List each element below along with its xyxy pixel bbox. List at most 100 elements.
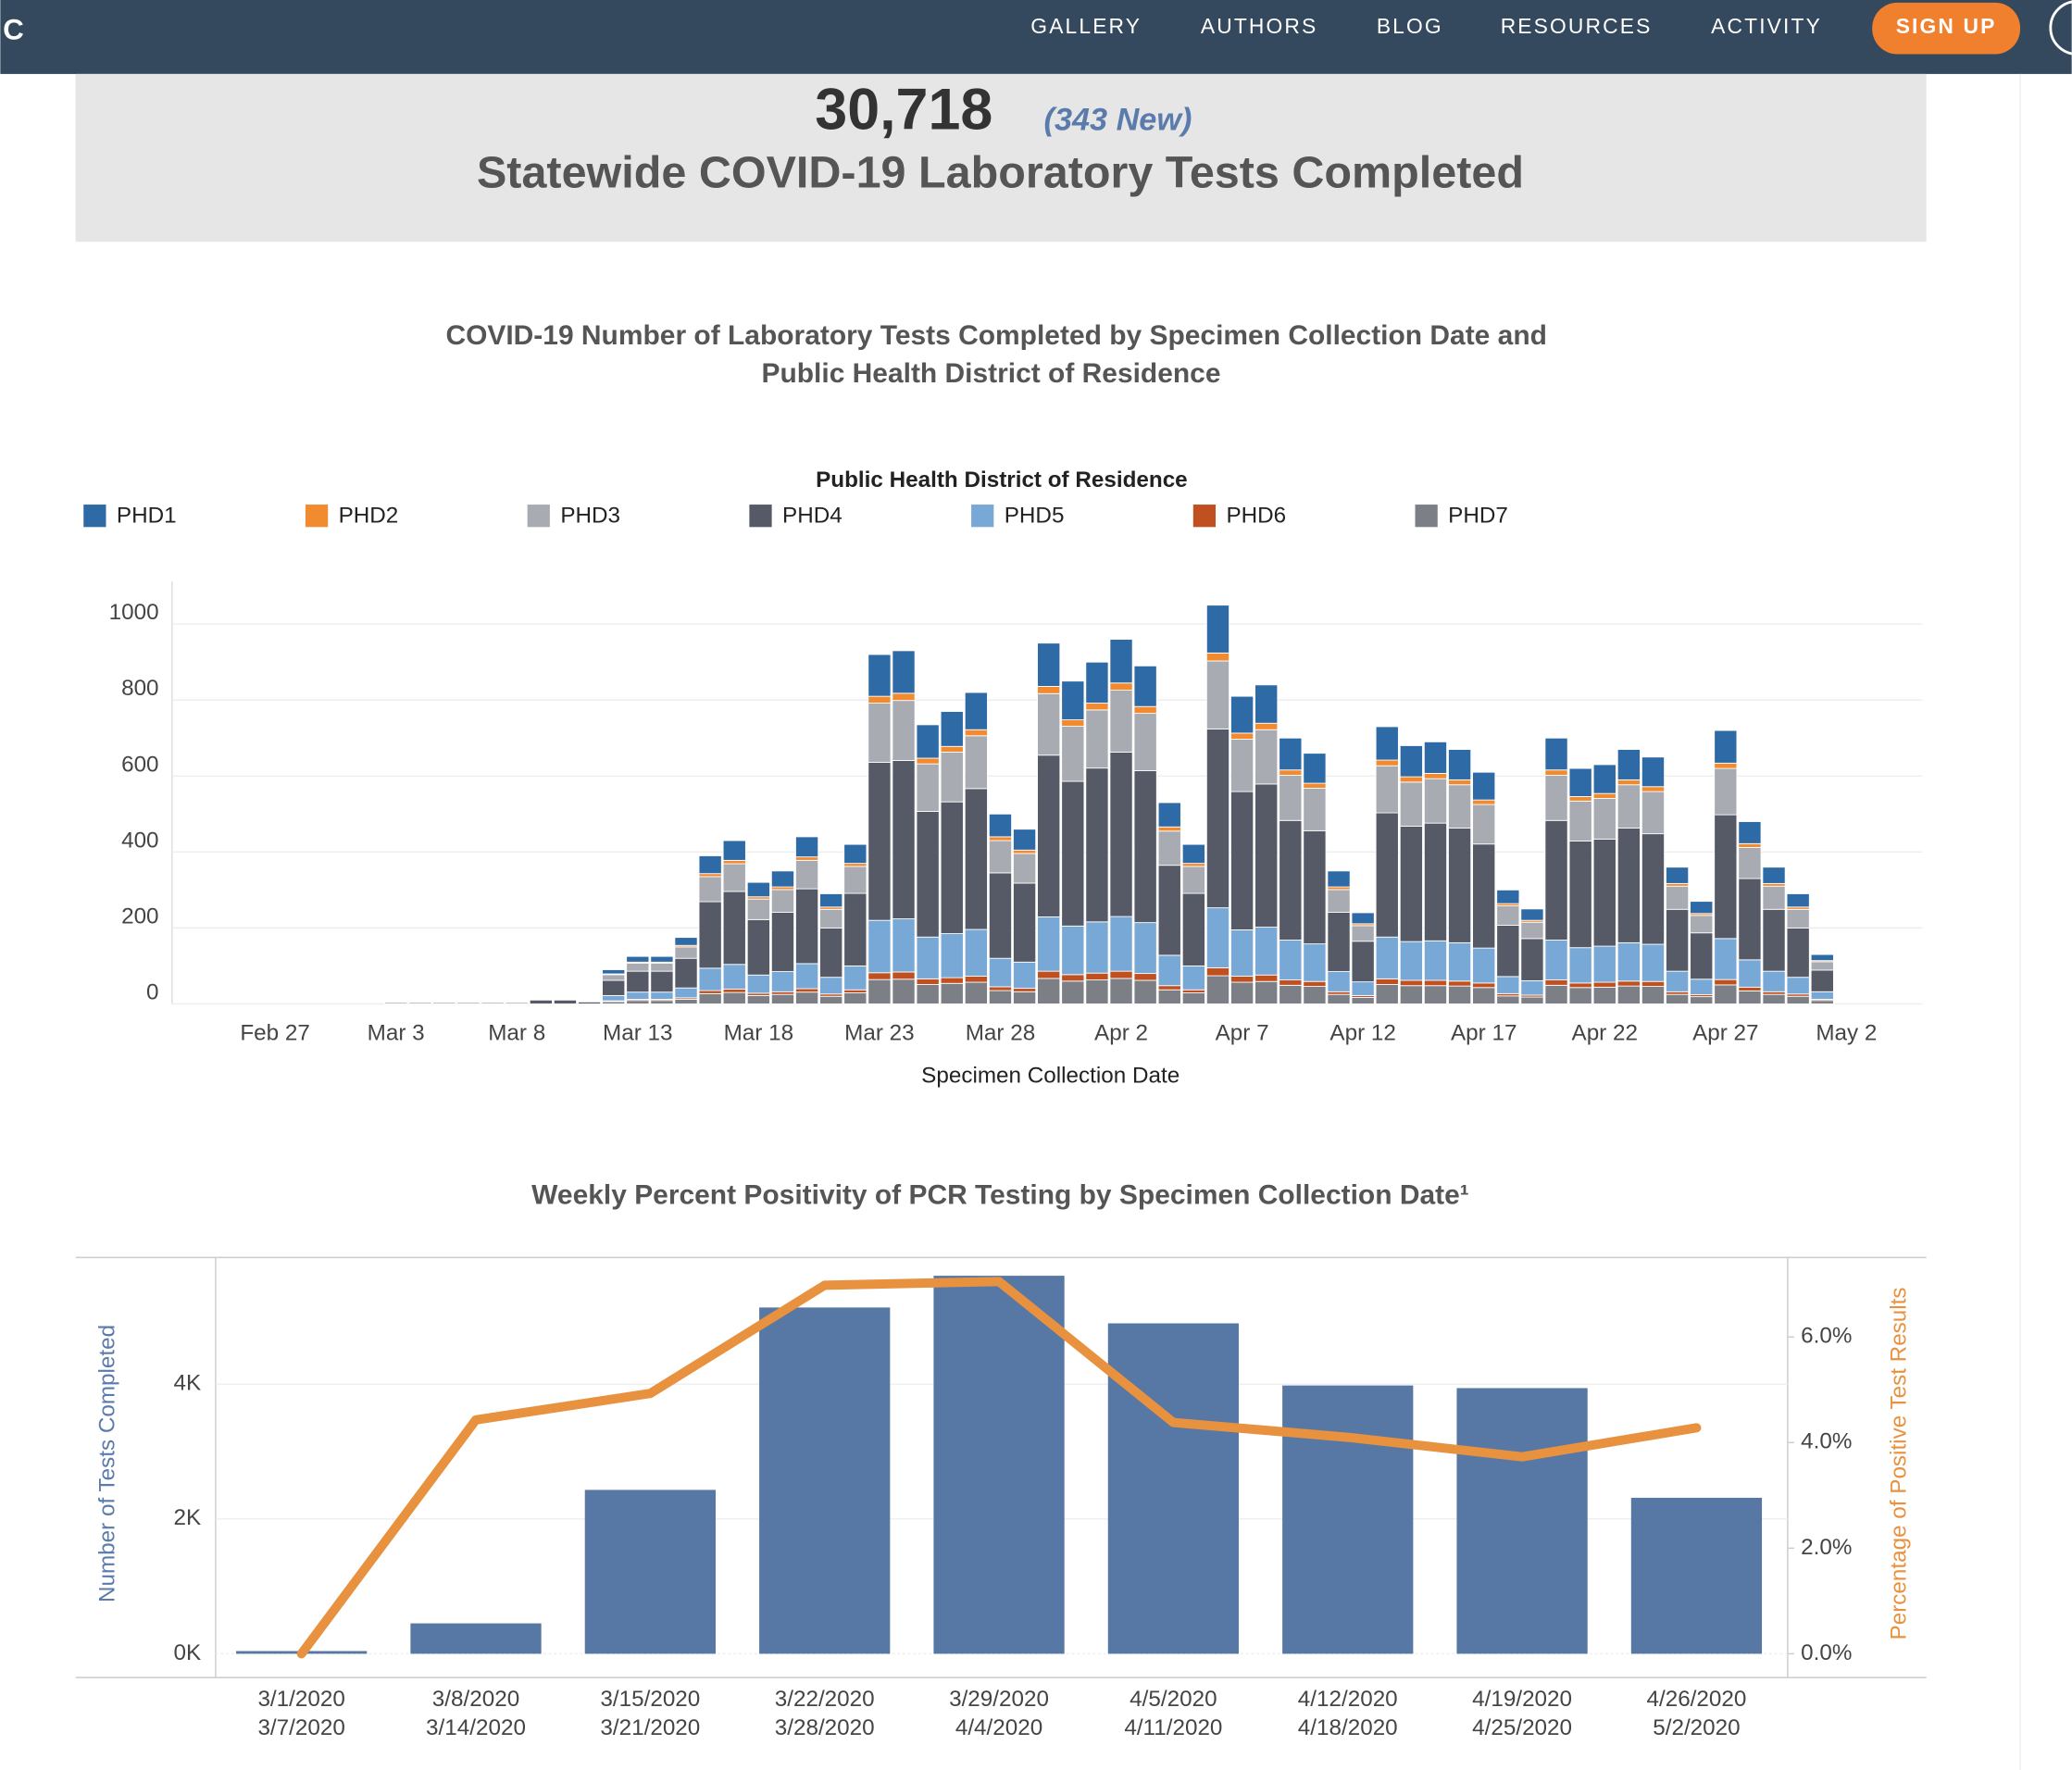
bar-segment <box>1037 970 1061 979</box>
bar-segment <box>1762 885 1786 910</box>
bar-segment <box>1327 971 1351 992</box>
bar-segment <box>746 974 770 994</box>
bar <box>933 1276 1065 1654</box>
logo[interactable]: C <box>3 14 24 46</box>
nav-link[interactable]: BLOG <box>1377 14 1443 38</box>
bar-segment <box>916 984 940 1004</box>
nav-link[interactable]: AUTHORS <box>1201 14 1318 38</box>
nav-link[interactable]: GALLERY <box>1030 14 1142 38</box>
bar-segment <box>1666 885 1690 910</box>
bar-segment <box>722 964 746 990</box>
bar-segment <box>1157 985 1181 991</box>
bar-segment <box>1496 995 1520 1004</box>
signup-label[interactable]: SIGN UP <box>1896 14 1997 38</box>
bar-segment <box>1690 901 1714 915</box>
legend-title: Public Health District of Residence <box>816 467 1188 492</box>
y-axis-title: Number of Tests Completed <box>95 1325 120 1602</box>
bar-segment <box>916 724 940 759</box>
bar-segment <box>1690 932 1714 980</box>
bar-segment <box>1399 941 1423 981</box>
bar-segment <box>940 801 964 934</box>
bar-segment <box>819 908 843 929</box>
bar-segment <box>988 957 1013 988</box>
bar-segment <box>1279 775 1303 821</box>
bar-segment <box>1085 661 1109 704</box>
bar-segment <box>529 999 553 1004</box>
bar-segment <box>1423 778 1448 824</box>
bar-segment <box>916 763 940 812</box>
bar-segment <box>964 929 988 977</box>
bar-segment <box>1013 988 1037 992</box>
bar-segment <box>1786 977 1810 995</box>
bar-segment <box>964 981 988 1004</box>
bar-segment <box>1616 784 1641 829</box>
x-tick-label: 3/21/2020 <box>600 1715 700 1740</box>
bar-segment <box>1351 997 1375 1004</box>
bar-segment <box>1666 882 1690 887</box>
bar-segment <box>819 893 843 908</box>
legend-swatch <box>83 505 106 528</box>
bar-segment <box>698 990 722 994</box>
banner-new: (343 New) <box>1044 102 1192 137</box>
bar-segment <box>1061 780 1085 927</box>
bar-segment <box>698 873 722 878</box>
bar-segment <box>770 991 795 995</box>
bar-segment <box>1714 762 1738 769</box>
bar <box>1282 1385 1414 1654</box>
legend-swatch <box>527 505 550 528</box>
bar-segment <box>770 889 795 913</box>
bar-segment <box>1520 908 1544 921</box>
x-tick-label: Mar 3 <box>368 1021 425 1046</box>
bar-segment <box>964 692 988 730</box>
bar-segment <box>843 843 867 865</box>
bar-segment <box>650 1000 674 1004</box>
bar-segment <box>626 955 650 963</box>
bar-segment <box>1181 892 1205 966</box>
bar-segment <box>1399 979 1423 987</box>
nav-link[interactable]: ACTIVITY <box>1711 14 1822 38</box>
x-tick-label: Mar 13 <box>603 1021 672 1046</box>
bar-segment <box>1544 940 1568 981</box>
x-tick-label: Mar 28 <box>966 1021 1035 1046</box>
bar-segment <box>1327 889 1351 913</box>
bar-segment <box>698 992 722 1004</box>
bar-segment <box>1641 986 1666 1004</box>
bar-segment <box>916 936 940 979</box>
nav-link[interactable]: RESOURCES <box>1501 14 1653 38</box>
bar-segment <box>1423 741 1448 774</box>
search-icon[interactable] <box>2049 0 2072 56</box>
bar-segment <box>988 986 1013 991</box>
bar-segment <box>964 976 988 983</box>
signup-button[interactable] <box>1872 2 2021 55</box>
bar-segment <box>1448 749 1472 780</box>
bar-segment <box>892 971 916 980</box>
bar-segment <box>1351 941 1375 983</box>
bar-segment <box>1423 772 1448 779</box>
legend-label: PHD6 <box>1226 503 1286 528</box>
bar-segment <box>1254 722 1279 730</box>
bar-segment <box>1279 819 1303 941</box>
bar-segment <box>1013 961 1037 990</box>
bar-segment <box>1592 798 1616 840</box>
bar-segment <box>1061 726 1085 782</box>
bar-segment <box>626 1000 650 1004</box>
chart-title: COVID-19 Number of Laboratory Tests Comp… <box>445 320 1546 351</box>
bar-segment <box>1520 979 1544 996</box>
bar-segment <box>1738 821 1762 844</box>
bar-segment <box>1738 878 1762 961</box>
bar-segment <box>867 703 892 763</box>
bar-segment <box>1375 984 1399 1004</box>
bar-segment <box>722 991 746 1004</box>
bar-segment <box>964 788 988 930</box>
legend-label: PHD2 <box>339 503 399 528</box>
bar-segment <box>1666 866 1690 884</box>
x-tick-label: 3/14/2020 <box>426 1715 526 1740</box>
bar-segment <box>988 813 1013 838</box>
bar-segment <box>1568 767 1592 797</box>
bar-segment <box>1592 986 1616 1004</box>
bar-segment <box>722 988 746 993</box>
bar-segment <box>1592 764 1616 794</box>
bar-segment <box>1375 759 1399 767</box>
bar-segment <box>626 963 650 972</box>
bar-segment <box>1157 802 1181 828</box>
